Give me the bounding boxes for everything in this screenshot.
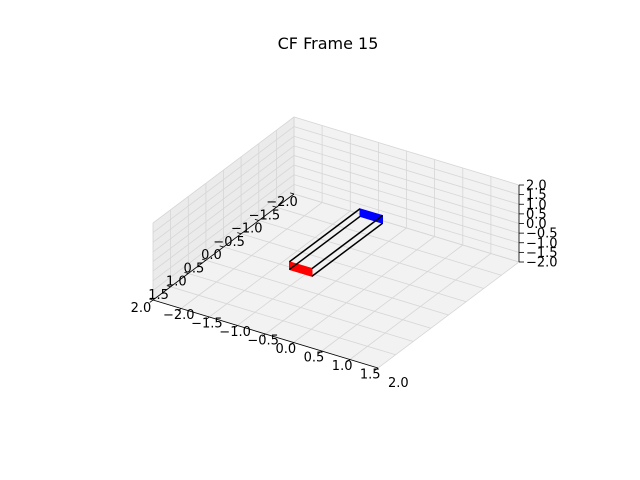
y-tick [290, 342, 294, 346]
x-tick-label: −0.5 [213, 235, 245, 250]
x-tick-label: 0.0 [201, 248, 222, 263]
x-tick [219, 245, 224, 248]
z-tick-label: −1.5 [526, 246, 558, 261]
x-tick [254, 218, 259, 221]
z-gridline [152, 183, 520, 291]
data-layer [289, 208, 383, 277]
x-tick-label: −2.0 [266, 195, 298, 210]
tick-labels: −2.0−1.5−1.0−0.50.00.51.01.52.0 −2.0−1.5−… [131, 179, 558, 392]
z-tick-label: −2.0 [526, 256, 558, 271]
x-tick-label: 1.0 [166, 275, 187, 290]
z-tick-label: −1.0 [526, 236, 558, 251]
y-tick-label: 0.0 [276, 342, 297, 357]
frame-line-1 [289, 208, 361, 263]
y-tick-label: 1.5 [360, 368, 381, 383]
chart-title: CF Frame 15 [278, 34, 379, 53]
x-tick [184, 271, 189, 274]
x-tick-label: −1.5 [249, 208, 281, 223]
y-tick [177, 308, 182, 312]
frame-line-4 [311, 222, 383, 277]
z-tick-label: 1.0 [526, 198, 547, 213]
frame-line-2 [289, 215, 361, 271]
z-gridline [152, 116, 520, 224]
x-tick [201, 258, 206, 261]
x-tick [272, 205, 277, 208]
z-gridline [152, 145, 520, 253]
x-tick [237, 232, 242, 235]
z-gridline [152, 135, 520, 243]
y-tick [374, 367, 379, 371]
y-tick [262, 333, 266, 337]
y-tick [205, 316, 210, 320]
x-tick-label: 0.5 [184, 261, 205, 276]
y-tick [149, 299, 154, 303]
x-tick [166, 285, 171, 288]
y-tick-label: −2.0 [163, 308, 195, 323]
z-tick-label: 1.5 [526, 188, 547, 203]
x-tick-label: −1.0 [231, 222, 263, 237]
frame-line-3 [311, 214, 383, 270]
y-tick-label: 1.0 [332, 359, 353, 374]
tick-marks [149, 184, 524, 371]
y-tick [346, 359, 351, 363]
z-gridline [152, 174, 520, 282]
y-tick [233, 325, 238, 329]
y-tick-label: −0.5 [247, 334, 279, 349]
y-tick-label: 2.0 [388, 376, 409, 391]
x-tick [149, 298, 154, 301]
z-gridline [152, 126, 520, 233]
z-gridline [152, 155, 520, 262]
z-tick-label: −0.5 [526, 227, 558, 242]
z-gridline [152, 164, 520, 272]
y-tick [318, 350, 322, 354]
x-tick [290, 192, 295, 195]
z-tick-label: 2.0 [526, 179, 547, 194]
z-tick-label: 0.5 [526, 207, 547, 222]
x-tick-label: 1.5 [148, 288, 169, 303]
y-tick-label: 0.5 [304, 351, 325, 366]
y-tick-label: −1.0 [219, 325, 251, 340]
z-tick-label: 0.0 [526, 217, 547, 232]
y-tick-label: −1.5 [191, 317, 223, 332]
x-tick-label: 2.0 [131, 301, 152, 316]
